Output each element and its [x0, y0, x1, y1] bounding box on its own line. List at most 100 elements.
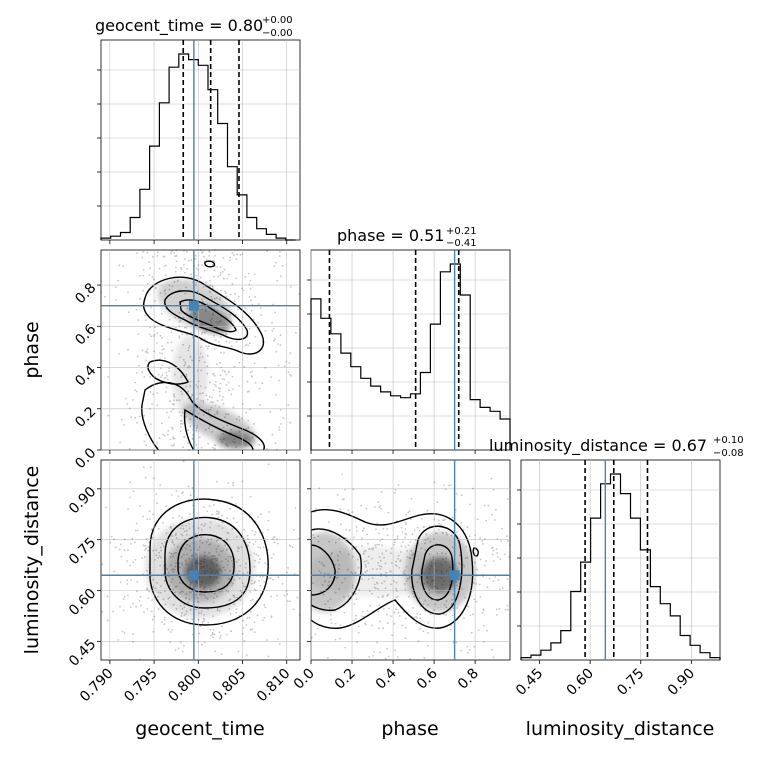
sample-point: [361, 610, 364, 613]
sample-point: [180, 556, 183, 558]
sample-point: [272, 327, 275, 330]
sample-point: [191, 393, 194, 396]
sample-point: [199, 563, 202, 565]
sample-point: [169, 438, 172, 441]
sample-point: [381, 544, 383, 547]
sample-point: [224, 370, 227, 373]
sample-point: [173, 399, 175, 402]
sample-point: [173, 394, 175, 397]
sample-point: [171, 629, 174, 631]
sample-point: [313, 536, 315, 539]
sample-point: [337, 568, 340, 570]
sample-point: [275, 393, 277, 396]
sample-point: [379, 620, 382, 623]
sample-point: [399, 559, 402, 561]
sample-point: [259, 307, 262, 309]
sample-point: [209, 526, 211, 529]
sample-point: [239, 437, 241, 439]
sample-point: [351, 586, 354, 589]
sample-point: [426, 644, 429, 647]
sample-point: [452, 563, 454, 566]
sample-point: [145, 547, 148, 550]
sample-point: [244, 444, 247, 446]
sample-point: [241, 535, 244, 538]
sample-point: [199, 392, 202, 395]
sample-point: [209, 416, 212, 419]
sample-point: [200, 610, 203, 612]
sample-point: [168, 585, 171, 587]
sample-point: [291, 546, 294, 548]
sample-point: [390, 547, 393, 550]
sample-point: [251, 370, 254, 373]
sample-point: [166, 374, 168, 377]
sample-point: [202, 560, 205, 563]
sample-point: [446, 533, 449, 536]
sample-point: [228, 599, 231, 601]
sample-point: [181, 612, 184, 614]
sample-point: [151, 403, 154, 406]
sample-point: [183, 603, 186, 606]
sample-point: [217, 572, 219, 575]
sample-point: [240, 591, 243, 594]
sample-point: [263, 604, 266, 606]
sample-point: [450, 602, 453, 605]
sample-point: [178, 557, 180, 560]
sample-point: [195, 594, 198, 596]
sample-point: [223, 352, 225, 354]
sample-point: [207, 538, 210, 541]
sample-point: [168, 284, 171, 287]
sample-point: [449, 552, 452, 554]
sample-point: [395, 608, 397, 611]
sample-point: [396, 656, 399, 658]
sample-point: [218, 387, 220, 389]
sample-point: [154, 300, 157, 302]
sample-point: [482, 608, 485, 611]
sample-point: [366, 533, 368, 536]
sample-point: [319, 590, 322, 593]
sample-point: [161, 349, 164, 351]
sample-point: [194, 585, 197, 588]
sample-scatter: [100, 249, 511, 661]
sample-point: [132, 490, 135, 493]
sample-point: [203, 591, 206, 594]
sample-point: [173, 396, 176, 399]
sample-point: [181, 582, 184, 585]
sample-point: [259, 584, 262, 587]
sample-point: [355, 614, 357, 617]
sample-point: [395, 581, 398, 584]
sample-point: [180, 268, 183, 271]
sample-point: [108, 338, 110, 341]
sample-point: [441, 531, 444, 534]
sample-point: [199, 249, 202, 252]
sample-point: [378, 564, 381, 567]
sample-point: [205, 590, 208, 593]
sample-point: [218, 320, 221, 323]
sample-point: [226, 539, 229, 541]
truth-lines: [101, 40, 607, 660]
sample-point: [404, 528, 407, 530]
sample-point: [214, 264, 216, 267]
density-luminosity-distance-vs-phase: [311, 508, 479, 629]
sample-point: [182, 460, 185, 463]
sample-point: [134, 416, 137, 419]
sample-point: [214, 572, 217, 575]
sample-point: [197, 264, 200, 267]
sample-point: [188, 498, 190, 501]
sample-point: [199, 352, 202, 355]
sample-point: [454, 509, 457, 511]
sample-point: [436, 501, 439, 504]
sample-point: [160, 376, 162, 379]
sample-point: [225, 589, 228, 592]
sample-point: [195, 274, 198, 277]
sample-point: [167, 628, 170, 631]
sample-point: [365, 559, 368, 562]
sample-point: [452, 593, 454, 596]
sample-point: [356, 558, 359, 561]
sample-point: [175, 585, 178, 588]
sample-point: [139, 505, 142, 507]
sample-point: [185, 415, 187, 418]
sample-point: [238, 415, 241, 418]
sample-point: [233, 596, 236, 598]
sample-point: [216, 537, 219, 539]
sample-point: [155, 493, 158, 495]
